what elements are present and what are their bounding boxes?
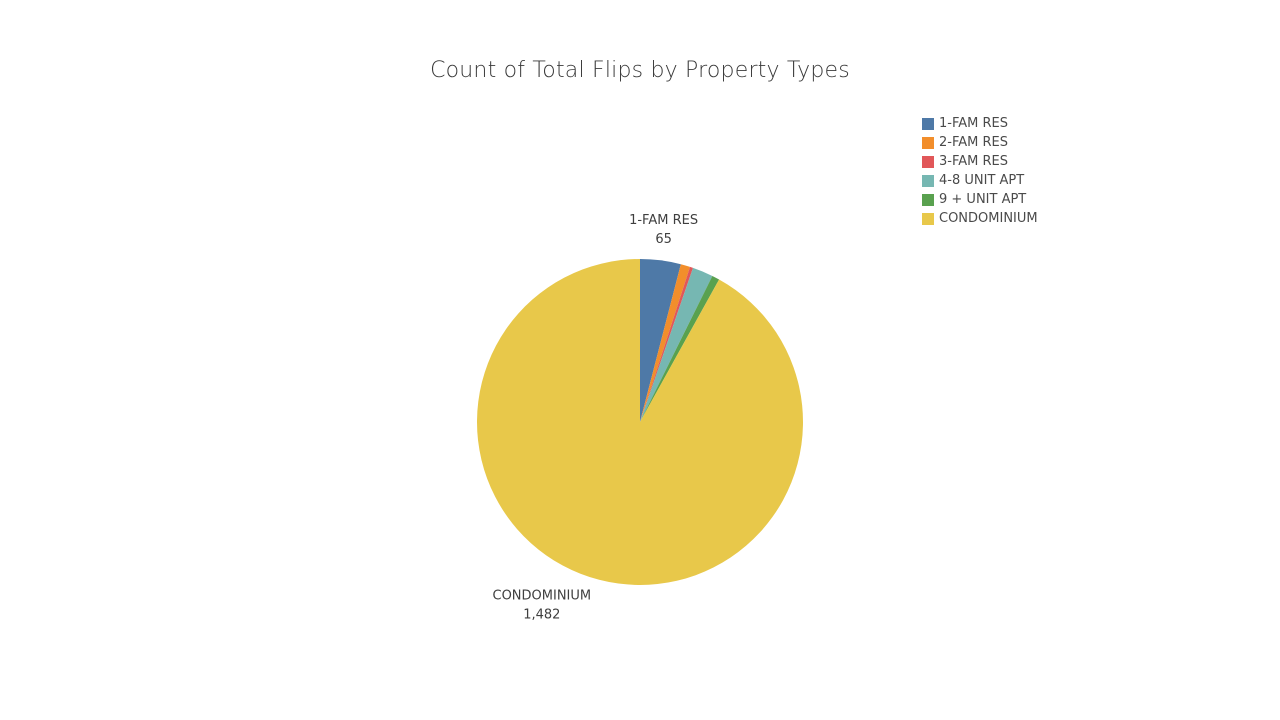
pie-slice-4-8-unit-apt[interactable]	[640, 267, 713, 422]
legend-item[interactable]: 3-FAM RES	[922, 152, 1122, 171]
pie-slice-2-fam-res[interactable]	[640, 264, 691, 422]
data-label-value: 65	[655, 232, 672, 247]
chart-title: Count of Total Flips by Property Types	[430, 58, 850, 83]
legend-label: 2-FAM RES	[939, 135, 1008, 150]
legend-item[interactable]: 4-8 UNIT APT	[922, 171, 1122, 190]
data-label-value: 1,482	[523, 608, 560, 623]
pie-slice-condominium[interactable]	[477, 259, 803, 585]
legend-label: 9 + UNIT APT	[939, 192, 1027, 207]
legend-swatch	[922, 155, 934, 168]
legend-swatch	[922, 117, 934, 130]
pie-slice-9-unit-apt[interactable]	[640, 275, 720, 422]
legend-swatch	[922, 136, 934, 149]
legend-swatch	[922, 212, 934, 225]
legend-label: 4-8 UNIT APT	[939, 173, 1025, 188]
data-label-category: 1-FAM RES	[629, 213, 698, 228]
legend-swatch	[922, 193, 934, 206]
legend-item[interactable]: 2-FAM RES	[922, 133, 1122, 152]
chart-legend: 1-FAM RES 2-FAM RES 3-FAM RES 4-8 UNIT APT 9…	[922, 114, 1122, 228]
data-label-category: CONDOMINIUM	[493, 589, 592, 604]
pie-slice-3-fam-res[interactable]	[640, 266, 694, 422]
legend-item[interactable]: CONDOMINIUM	[922, 209, 1122, 228]
legend-label: 3-FAM RES	[939, 154, 1008, 169]
legend-item[interactable]: 1-FAM RES	[922, 114, 1122, 133]
legend-label: CONDOMINIUM	[939, 211, 1038, 226]
legend-swatch	[922, 174, 934, 187]
pie-slice-1-fam-res[interactable]	[640, 259, 681, 422]
legend-item[interactable]: 9 + UNIT APT	[922, 190, 1122, 209]
legend-label: 1-FAM RES	[939, 116, 1008, 131]
